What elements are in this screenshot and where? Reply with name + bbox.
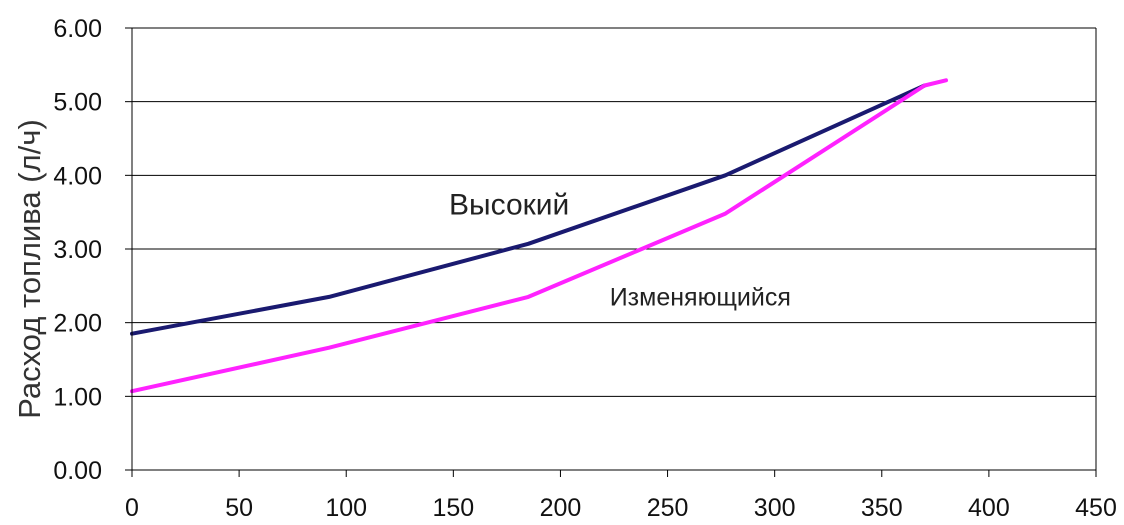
series-lines xyxy=(130,78,948,394)
x-tick-label-0: 0 xyxy=(125,494,139,522)
x-tick-label-7: 350 xyxy=(861,494,903,522)
y-tick-label-6: 6.00 xyxy=(53,15,102,43)
gridlines xyxy=(132,27,1096,397)
axes: 0.00 1.00 2.00 3.00 4.00 5.00 6.00 0 50 100 150 200… xyxy=(12,15,1117,522)
y-tick-label-4: 4.00 xyxy=(53,162,102,190)
series-label-vysokiy: Высокий xyxy=(449,188,569,221)
series-annotations: Высокий Изменяющийся xyxy=(449,188,791,311)
x-tick-label-2: 100 xyxy=(325,494,367,522)
y-tick-label-0: 0.00 xyxy=(53,457,102,485)
y-tick-label-5: 5.00 xyxy=(53,89,102,117)
series-label-izmenyayushchiysya: Изменяющийся xyxy=(610,284,791,312)
y-tick-label-1: 1.00 xyxy=(53,383,102,411)
x-tick-label-5: 250 xyxy=(647,494,689,522)
y-tick-label-2: 2.00 xyxy=(53,310,102,338)
x-tick-label-8: 400 xyxy=(968,494,1010,522)
series-line-1 xyxy=(130,78,948,394)
x-tick-label-1: 50 xyxy=(225,494,253,522)
y-tick-label-3: 3.00 xyxy=(53,236,102,264)
x-tick-label-4: 200 xyxy=(540,494,582,522)
series-line-0 xyxy=(130,83,927,336)
y-axis-title: Расход топлива (л/ч) xyxy=(12,119,47,419)
x-tick-label-9: 450 xyxy=(1075,494,1117,522)
x-tick-label-3: 150 xyxy=(432,494,474,522)
x-tick-label-6: 300 xyxy=(754,494,796,522)
